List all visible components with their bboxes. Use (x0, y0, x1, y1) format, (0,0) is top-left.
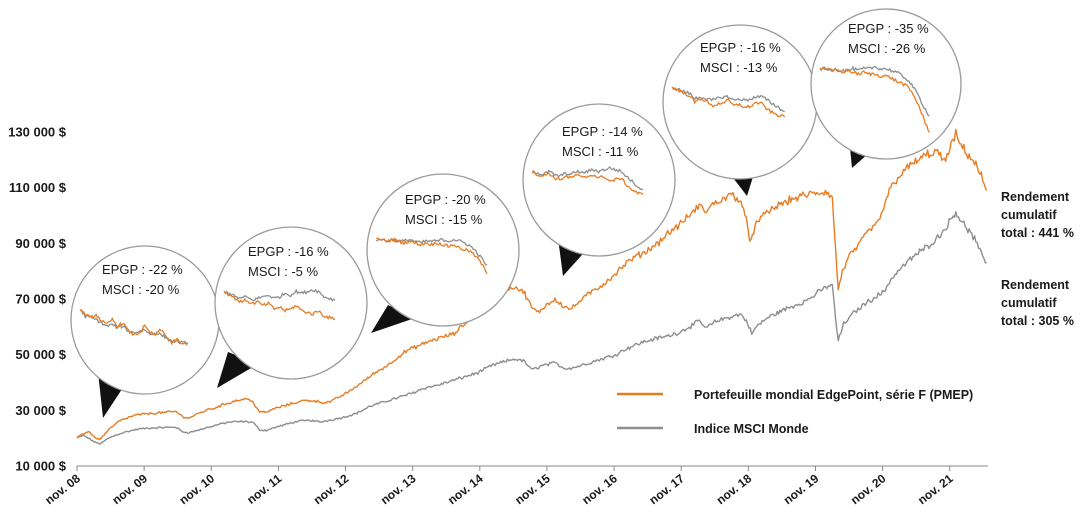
bubble-line-msci (671, 86, 785, 113)
x-tick-label: nov. 19 (781, 471, 822, 507)
drawdown-bubble: EPGP : -22 % MSCI : -20 % (70, 245, 220, 418)
x-tick-label: nov. 17 (647, 471, 688, 507)
bubble-edgepoint-drawdown: EPGP : -16 % (700, 40, 781, 55)
total-return-annotation-edgepoint: total : 441 % (1001, 226, 1074, 240)
x-axis-ticks: nov. 08 nov. 09 nov. 10 nov. 11 nov. 12 nov. … (42, 466, 956, 507)
total-return-annotation-msci: Rendement (1001, 278, 1070, 292)
x-tick-label: nov. 12 (311, 471, 352, 507)
legend: Portefeuille mondial EdgePoint, série F … (617, 388, 973, 436)
x-tick-label: nov. 20 (848, 471, 889, 507)
x-tick-label: nov. 11 (244, 471, 284, 507)
bubble-edgepoint-drawdown: EPGP : -20 % (405, 192, 486, 207)
total-return-annotation-msci: cumulatif (1001, 296, 1057, 310)
bubble-line-msci (819, 65, 930, 117)
bubble-msci-drawdown: MSCI : -26 % (848, 41, 926, 56)
bubble-line-msci (531, 166, 644, 191)
legend-label-msci: Indice MSCI Monde (694, 422, 809, 436)
drawdown-bubble: EPGP : -16 % MSCI : -13 % (662, 24, 818, 196)
x-tick-label: nov. 18 (714, 471, 755, 507)
bubble-edgepoint-drawdown: EPGP : -22 % (102, 262, 183, 277)
y-tick-label: 30 000 $ (15, 403, 66, 418)
drawdown-bubble: EPGP : -20 % MSCI : -15 % (366, 173, 520, 333)
bubble-edgepoint-drawdown: EPGP : -35 % (848, 21, 929, 36)
x-tick-label: nov. 21 (915, 471, 956, 507)
bubble-line-edgepoint (671, 86, 786, 118)
bubble-line-edgepoint (531, 169, 644, 196)
y-tick-label: 70 000 $ (15, 292, 66, 307)
annotations-layer: Rendement cumulatif total : 441 % Rendement… (1001, 190, 1074, 328)
bubble-line-edgepoint (79, 309, 189, 346)
x-tick-label: nov. 13 (378, 471, 419, 507)
bubble-msci-drawdown: MSCI : -13 % (700, 60, 778, 75)
bubble-line-edgepoint (375, 237, 488, 275)
x-tick-label: nov. 08 (42, 471, 83, 507)
series-layer (76, 128, 988, 445)
drawdown-bubble: EPGP : -16 % MSCI : -5 % (214, 226, 368, 388)
x-tick-label: nov. 10 (177, 471, 218, 507)
bubble-pointer (371, 305, 415, 333)
y-tick-label: 90 000 $ (15, 236, 66, 251)
drawdown-bubbles: EPGP : -22 % MSCI : -20 % EPGP : -16 % MSCI… (70, 8, 962, 418)
drawdown-bubble: EPGP : -14 % MSCI : -11 % (522, 103, 676, 276)
total-return-annotation-edgepoint: Rendement (1001, 190, 1070, 204)
total-return-annotation-msci: total : 305 % (1001, 314, 1074, 328)
series-line-edgepoint (76, 128, 988, 441)
bubble-msci-drawdown: MSCI : -5 % (248, 264, 319, 279)
y-tick-label: 50 000 $ (15, 347, 66, 362)
x-tick-label: nov. 16 (579, 471, 620, 507)
bubble-edgepoint-drawdown: EPGP : -14 % (562, 124, 643, 139)
bubble-circle (214, 226, 368, 380)
bubble-line-msci (223, 288, 336, 302)
bubble-msci-drawdown: MSCI : -11 % (562, 144, 639, 159)
series-line-msci (76, 211, 987, 445)
x-tick-label: nov. 14 (445, 471, 486, 507)
bubble-edgepoint-drawdown: EPGP : -16 % (248, 244, 329, 259)
bubble-line-edgepoint (223, 291, 336, 321)
total-return-annotation-edgepoint: cumulatif (1001, 208, 1057, 222)
bubble-msci-drawdown: MSCI : -15 % (405, 212, 483, 227)
x-tick-label: nov. 09 (109, 471, 150, 507)
y-tick-label: 130 000 $ (8, 125, 67, 140)
x-tick-label: nov. 15 (512, 471, 553, 507)
bubble-msci-drawdown: MSCI : -20 % (102, 282, 180, 297)
y-axis-ticks: 10 000 $ 30 000 $ 50 000 $ 70 000 $ 90 000 $… (8, 125, 67, 474)
bubble-circle (810, 8, 962, 160)
y-tick-label: 110 000 $ (9, 180, 67, 195)
bubble-line-edgepoint (819, 67, 931, 133)
drawdown-bubble: EPGP : -35 % MSCI : -26 % (810, 8, 962, 168)
bubble-circle (522, 103, 676, 257)
y-tick-label: 10 000 $ (15, 459, 66, 474)
bubble-circle (366, 173, 520, 327)
legend-label-edgepoint: Portefeuille mondial EdgePoint, série F … (694, 388, 973, 402)
